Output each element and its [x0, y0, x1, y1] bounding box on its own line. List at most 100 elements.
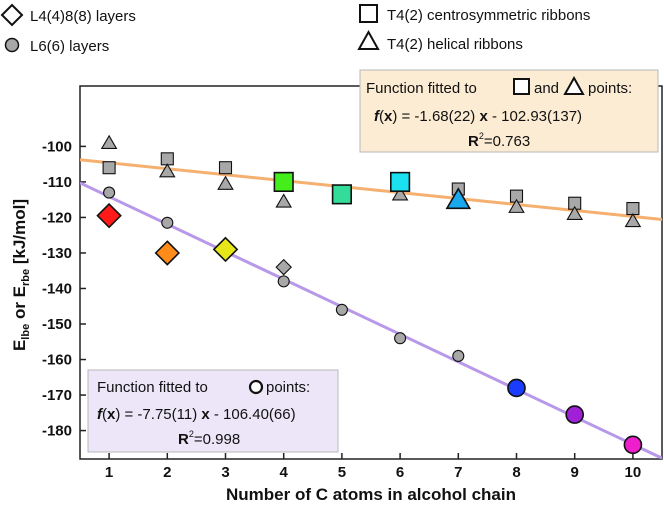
data-points — [96, 134, 643, 455]
y-tick-label: -130 — [42, 245, 72, 262]
fit-box-square-marker — [513, 78, 530, 95]
r2-label: R — [468, 133, 479, 150]
legend-label-square: T4(2) centrosymmetric ribbons — [387, 7, 590, 24]
x-tick-label: 1 — [105, 464, 113, 481]
x-tick-label: 5 — [338, 464, 346, 481]
x-axis-title: Number of C atoms in alcohol chain — [226, 485, 516, 504]
point-triangle-6 — [391, 186, 409, 201]
point-circle-4 — [277, 275, 290, 288]
y-tick-label: -110 — [43, 174, 72, 191]
eq-x: x — [384, 108, 393, 125]
legend-square-marker — [359, 4, 378, 23]
point-triangle-3 — [217, 175, 234, 190]
point-triangle-2 — [158, 163, 176, 178]
point-circle-10 — [623, 435, 643, 455]
y-tick-label: -160 — [42, 352, 72, 369]
legend-triangle-marker — [357, 29, 380, 50]
point-circle-6 — [394, 332, 407, 345]
y-title-e1: E — [10, 340, 29, 351]
fit-box-ribbons-r2: R2=0.763 — [468, 131, 530, 150]
fit-box-layers-bg — [87, 369, 339, 453]
eq2-tail: - 106.40(66) — [210, 406, 296, 423]
point-circle-8 — [507, 378, 526, 398]
point-triangle-10 — [624, 212, 642, 228]
point-diamond-1 — [96, 202, 122, 229]
eq2-f: f — [97, 406, 104, 423]
fit-line-ribbons-fit — [80, 158, 662, 221]
legend-item-square: T4(2) centrosymmetric ribbons — [359, 4, 590, 24]
y-tick-label: -120 — [42, 209, 72, 226]
fit-box-ribbons-title-suffix: points: — [588, 80, 632, 97]
point-square-6 — [389, 171, 411, 193]
fit-box-layers-title-prefix: Function fitted to — [97, 379, 208, 396]
legend-item-diamond: L4(4)8(8) layers — [0, 3, 136, 27]
point-triangle-7 — [445, 187, 472, 210]
point-square-4 — [273, 171, 294, 193]
y-tick-label: -100 — [42, 138, 72, 155]
y-tick-label: -180 — [42, 423, 72, 440]
fit-box-ribbons-title-prefix: Function fitted to — [366, 80, 477, 97]
y-tick-label: -140 — [42, 280, 72, 297]
point-circle-2 — [161, 216, 174, 229]
point-square-3 — [218, 161, 233, 175]
y-tick-label: -170 — [42, 387, 72, 404]
legend: L4(4)8(8) layers T4(2) centrosymmetric r… — [0, 3, 590, 55]
y-tick-label: -150 — [42, 316, 72, 333]
legend-diamond-marker — [0, 3, 24, 27]
y-title-sub1: lbe — [20, 324, 32, 340]
legend-label-triangle: T4(2) helical ribbons — [387, 36, 523, 53]
fit-box-ribbons-title-mid: and — [534, 80, 559, 97]
point-diamond-3 — [212, 236, 239, 263]
eq-x2: x — [479, 108, 488, 125]
fit-box-ribbons-bg — [359, 69, 659, 153]
x-tick-label: 10 — [625, 464, 642, 481]
point-square-1 — [102, 161, 116, 175]
fit-box-circle-marker — [248, 379, 264, 395]
eq-tail: - 102.93(137) — [488, 108, 582, 125]
r2-sup: 2 — [479, 131, 484, 141]
y-title-mid: or E — [10, 286, 29, 324]
fit-box-ribbons: Function fitted to and points: f(x) = -1… — [359, 69, 659, 153]
x-tick-label: 3 — [221, 464, 229, 481]
fit-box-layers-equation: f(x) = -7.75(11) x - 106.40(66) — [97, 406, 296, 423]
r2-value: =0.763 — [484, 133, 530, 150]
eq2-x: x — [107, 406, 116, 423]
fit-box-layers-r2: R2=0.998 — [178, 429, 240, 448]
eq-mid: ) = -1.68(22) — [392, 108, 479, 125]
point-circle-5 — [335, 303, 348, 316]
point-square-10 — [626, 202, 640, 216]
y-title-sub2: rbe — [20, 269, 32, 286]
fit-box-layers-title-suffix: points: — [266, 379, 310, 396]
legend-item-triangle: T4(2) helical ribbons — [357, 29, 523, 53]
eq-f: f — [374, 108, 381, 125]
x-tick-label: 4 — [280, 464, 289, 481]
legend-label-diamond: L4(4)8(8) layers — [30, 8, 136, 25]
point-triangle-8 — [508, 198, 525, 213]
x-tick-label: 2 — [163, 464, 171, 481]
r2-2-value: =0.998 — [194, 431, 240, 448]
point-diamond-2 — [154, 240, 181, 266]
x-tick-label: 9 — [571, 464, 579, 481]
point-triangle-1 — [100, 134, 118, 149]
legend-circle-marker — [4, 37, 20, 53]
point-circle-7 — [452, 349, 465, 363]
r2-2-sup: 2 — [189, 429, 194, 439]
eq2-mid: ) = -7.75(11) — [115, 406, 201, 423]
y-axis-title: Elbe or Erbe [kJ/mol] — [10, 199, 32, 351]
y-title-unit: [kJ/mol] — [10, 199, 29, 269]
x-tick-label: 6 — [396, 464, 404, 481]
x-tick-label: 7 — [454, 464, 462, 481]
legend-item-circle: L6(6) layers — [4, 37, 109, 55]
point-diamond-4 — [275, 258, 292, 276]
fit-box-layers: Function fitted to points: f(x) = -7.75(… — [87, 369, 339, 453]
point-triangle-9 — [566, 205, 584, 221]
point-circle-9 — [565, 405, 585, 424]
point-circle-1 — [103, 186, 116, 199]
fit-line-layers-fit — [80, 181, 662, 459]
x-tick-label: 8 — [512, 464, 520, 481]
eq2-x2: x — [201, 406, 210, 423]
point-square-2 — [160, 152, 174, 166]
point-triangle-4 — [275, 193, 293, 208]
fit-box-triangle-marker — [563, 75, 585, 95]
